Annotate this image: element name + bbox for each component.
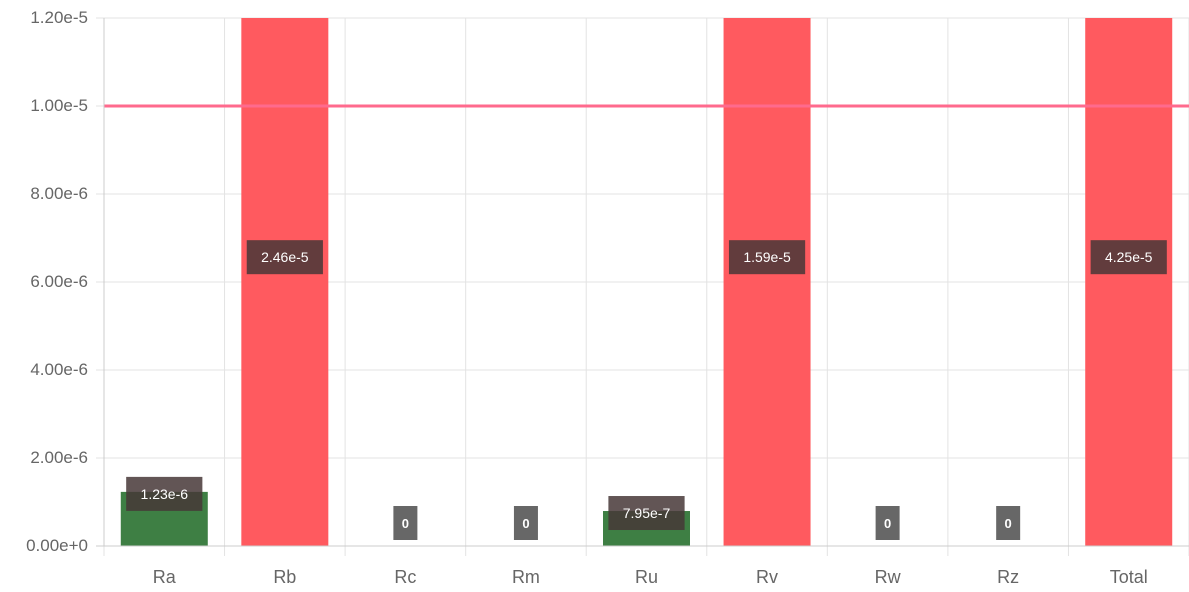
x-tick-label: Ru (635, 567, 658, 587)
data-label-box (513, 506, 538, 540)
y-tick-label: 0.00e+0 (26, 536, 88, 555)
data-label-box (996, 506, 1021, 540)
x-tick-label: Ra (153, 567, 177, 587)
bar-total (1085, 18, 1173, 546)
data-label-box (246, 240, 323, 275)
data-label-box (126, 476, 203, 511)
data-label-box (1090, 240, 1167, 275)
data-label-box (728, 240, 806, 275)
data-label-box (875, 506, 900, 540)
data-label-rc: 0 (393, 506, 418, 540)
data-label-rb: 2.46e-5 (246, 240, 323, 275)
data-label-box (393, 506, 418, 540)
data-label-ra: 1.23e-6 (126, 476, 203, 511)
y-tick-label: 1.20e-5 (30, 8, 88, 27)
data-label-ru: 7.95e-7 (608, 496, 685, 531)
axis-layer: 0.00e+0 2.00e-6 4.00e-6 6.00e-6 8.00e-6 1.00e… (26, 8, 1189, 587)
data-label-text: 4.25e-5 (1105, 249, 1153, 265)
data-label-rv: 1.59e-5 (728, 240, 806, 275)
x-tick-label: Rm (512, 567, 540, 587)
y-tick-label: 2.00e-6 (30, 448, 88, 467)
x-tick-label: Rw (875, 567, 902, 587)
y-tick-label: 6.00e-6 (30, 272, 88, 291)
bar-rv (723, 18, 811, 546)
data-label-box (608, 496, 685, 531)
x-tick-label: Rz (997, 567, 1019, 587)
x-tick-label: Rc (394, 567, 416, 587)
data-label-text: 7.95e-7 (623, 505, 671, 521)
y-tick-label: 8.00e-6 (30, 184, 88, 203)
y-tick-label: 1.00e-5 (30, 96, 88, 115)
data-label-total: 4.25e-5 (1090, 240, 1167, 275)
data-label-text: 0 (884, 516, 891, 531)
data-label-rw: 0 (875, 506, 900, 540)
data-label-text: 0 (1005, 516, 1012, 531)
y-tick-label: 4.00e-6 (30, 360, 88, 379)
bar-rb (241, 18, 329, 546)
data-label-rm: 0 (513, 506, 538, 540)
data-labels-layer: 1.23e-6 2.46e-5 0 0 7.95e-7 1.59e-5 0 0 4.25e-5 (126, 240, 1167, 540)
data-label-rz: 0 (996, 506, 1021, 540)
data-label-text: 0 (522, 516, 529, 531)
data-label-text: 1.59e-5 (743, 249, 791, 265)
data-label-text: 1.23e-6 (141, 486, 189, 502)
x-tick-label: Total (1110, 567, 1148, 587)
data-label-text: 0 (402, 516, 409, 531)
x-tick-label: Rv (756, 567, 778, 587)
x-tick-label: Rb (273, 567, 296, 587)
data-label-text: 2.46e-5 (261, 249, 309, 265)
